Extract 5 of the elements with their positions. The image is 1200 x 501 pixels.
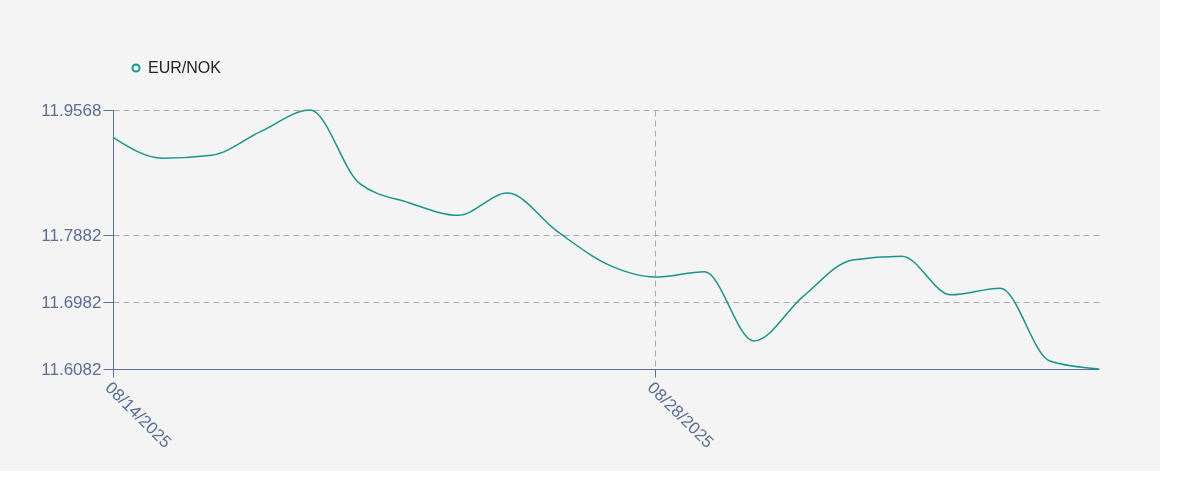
y-tick-label: 11.9568 [41, 100, 102, 120]
y-tick-label: 11.6082 [41, 359, 102, 379]
y-tick-label: 11.6982 [41, 292, 102, 312]
y-tick-label: 11.7882 [41, 225, 102, 245]
legend-label: EUR/NOK [148, 59, 222, 76]
